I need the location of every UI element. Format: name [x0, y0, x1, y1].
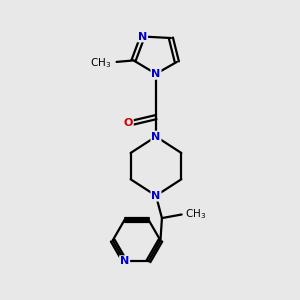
- Text: CH$_3$: CH$_3$: [90, 56, 111, 70]
- Text: N: N: [151, 132, 160, 142]
- Text: N: N: [120, 256, 129, 266]
- Text: O: O: [124, 118, 133, 128]
- Text: N: N: [151, 69, 160, 79]
- Text: N: N: [138, 32, 147, 41]
- Text: N: N: [151, 191, 160, 201]
- Text: CH$_3$: CH$_3$: [185, 207, 206, 220]
